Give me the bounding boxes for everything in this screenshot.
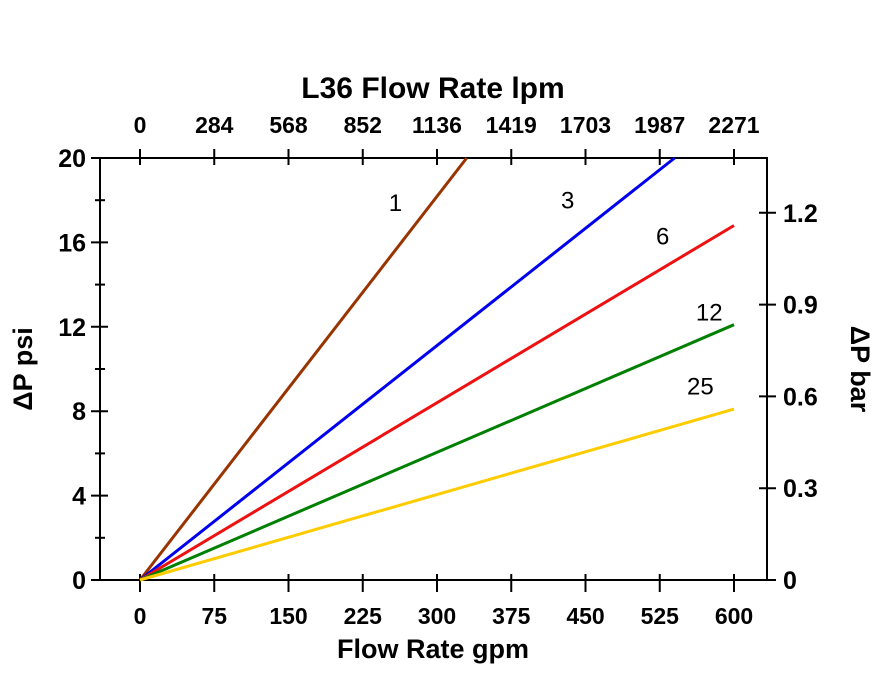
y-tick-label-left: 16	[58, 229, 86, 257]
x-tick-label-bottom: 0	[134, 603, 147, 629]
x-tick-label-top: 1419	[486, 112, 537, 138]
series-line-12	[139, 323, 735, 582]
series-label-6: 6	[656, 224, 669, 251]
plot-border	[99, 157, 768, 581]
series-line-1	[138, 157, 468, 581]
x-axis-label: Flow Rate gpm	[337, 634, 529, 664]
series-line-6	[139, 224, 735, 582]
x-tick-label-top: 0	[134, 112, 147, 138]
x-tick-label-bottom: 225	[344, 603, 383, 629]
series-label-12: 12	[696, 299, 723, 326]
y-tick-label-left: 20	[58, 145, 86, 173]
series-label-25: 25	[687, 373, 714, 400]
x-tick-label-bottom: 150	[269, 603, 307, 629]
x-tick-label-top: 1987	[634, 112, 685, 138]
x-tick-label-top: 284	[195, 112, 234, 138]
y-tick-label-right: 0.3	[783, 475, 818, 503]
plot-area: 0075284150568225852300113637514194501703…	[58, 112, 818, 629]
left-y-axis-label: ΔP psi	[8, 327, 38, 410]
x-tick-label-top: 852	[344, 112, 382, 138]
x-tick-label-bottom: 75	[201, 603, 227, 629]
x-tick-label-bottom: 600	[715, 603, 753, 629]
x-tick-label-bottom: 525	[641, 603, 680, 629]
y-tick-label-left: 12	[58, 314, 86, 342]
series-line-25	[139, 407, 735, 582]
series-label-3: 3	[561, 188, 574, 215]
series-line-3	[139, 156, 676, 582]
x-tick-label-top: 2271	[708, 112, 759, 138]
y-tick-label-right: 0.6	[783, 383, 818, 411]
y-tick-label-left: 4	[72, 483, 86, 511]
x-tick-label-bottom: 375	[492, 603, 531, 629]
y-tick-label-right: 0.9	[783, 292, 818, 320]
y-tick-label-left: 8	[72, 398, 86, 426]
x-tick-label-bottom: 450	[566, 603, 604, 629]
x-tick-label-top: 1136	[412, 112, 462, 138]
series-label-1: 1	[389, 190, 402, 217]
x-tick-label-bottom: 300	[418, 603, 456, 629]
x-tick-label-top: 568	[269, 112, 308, 138]
chart-title: L36 Flow Rate lpm	[301, 72, 564, 105]
right-y-axis-label: ΔP bar	[845, 326, 875, 413]
y-tick-label-left: 0	[72, 567, 86, 595]
y-tick-label-right: 1.2	[783, 200, 818, 228]
x-tick-label-top: 1703	[560, 112, 611, 138]
y-tick-label-right: 0	[783, 567, 797, 595]
